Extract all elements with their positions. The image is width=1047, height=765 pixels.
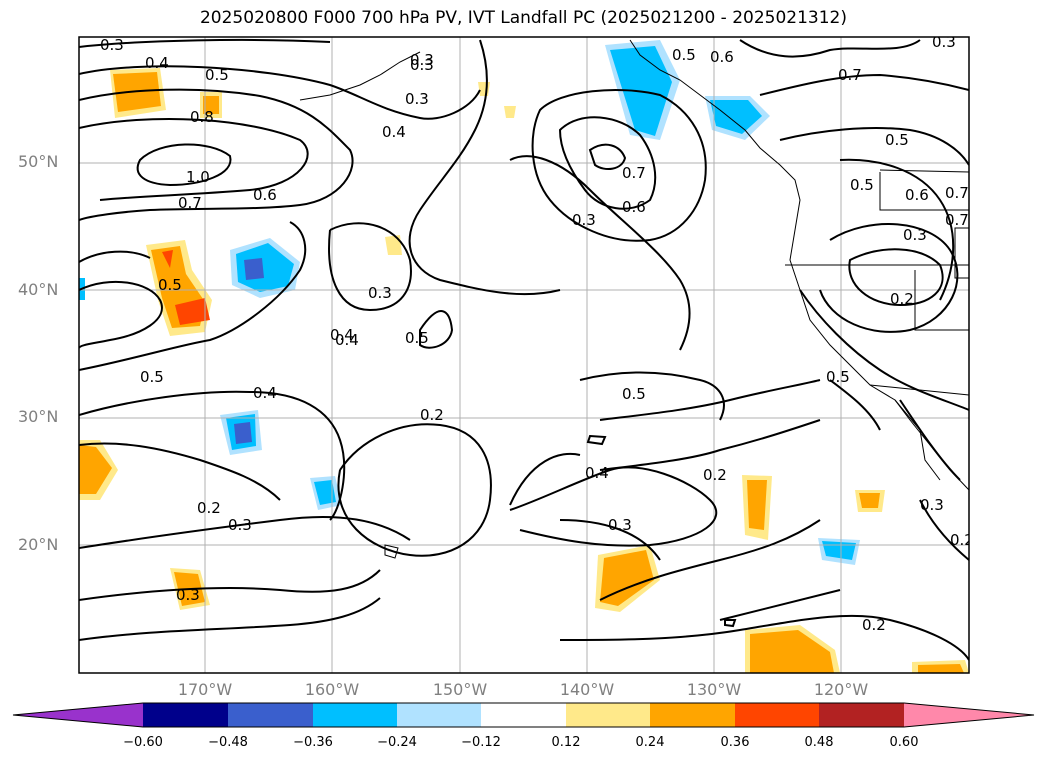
contour-label: 0.3 <box>405 90 429 108</box>
colorbar-tick-label: −0.60 <box>123 735 163 750</box>
lat-tick-label: 50°N <box>18 152 59 171</box>
colorbar-segment <box>566 703 650 727</box>
contour-label: 0.7 <box>178 194 202 212</box>
lon-tick-label: 140°W <box>559 680 615 699</box>
contour-label: 0.5 <box>850 176 874 194</box>
contour-label: 0.4 <box>145 54 169 72</box>
contour-label: 0.4 <box>335 331 359 349</box>
contour-label: 0.3 <box>176 586 200 604</box>
contour-label: 0.6 <box>710 48 734 66</box>
contour-label: 0.3 <box>410 51 434 69</box>
colorbar-segment <box>481 703 566 727</box>
contour-label: 0.3 <box>920 496 944 514</box>
coastlines <box>299 39 969 559</box>
lat-tick-label: 30°N <box>18 407 59 426</box>
colorbar-tick-label: 0.24 <box>635 735 665 750</box>
contour-label: 0.7 <box>838 66 862 84</box>
lon-tick-label: 150°W <box>432 680 488 699</box>
colorbar-tick-label: 0.12 <box>551 735 581 750</box>
map-title: 2025020800 F000 700 hPa PV, IVT Landfall… <box>199 8 847 28</box>
contour-label: 0.3 <box>100 36 124 54</box>
contour-label: 0.2 <box>950 531 974 549</box>
colorbar <box>12 702 1035 728</box>
contour-label: 0.3 <box>608 516 632 534</box>
colorbar-segment <box>819 703 904 727</box>
contour-label: 0.5 <box>885 131 909 149</box>
contour-label: 0.3 <box>368 284 392 302</box>
colorbar-segment <box>735 703 819 727</box>
contour-label: 0.3 <box>903 226 927 244</box>
contour-label: 0.5 <box>672 46 696 64</box>
contour-label: 0.5 <box>622 385 646 403</box>
contour-label: 0.2 <box>890 290 914 308</box>
colorbar-outline <box>12 702 1035 728</box>
colorbar-tick-label: 0.48 <box>804 735 834 750</box>
contour-label: 0.5 <box>405 329 429 347</box>
lat-tick-label: 40°N <box>18 280 59 299</box>
contour-label: 0.5 <box>140 368 164 386</box>
lat-tick-label: 20°N <box>18 535 59 554</box>
contour-label: 0.4 <box>253 384 277 402</box>
contour-label: 0.7 <box>945 211 969 229</box>
contour-label: 0.7 <box>622 164 646 182</box>
contour-label: 0.5 <box>205 66 229 84</box>
contour-label: 1.0 <box>186 168 210 186</box>
contour-label: 0.5 <box>158 276 182 294</box>
contour-label: 0.3 <box>932 33 956 51</box>
colorbar-segment <box>228 703 313 727</box>
lon-tick-label: 160°W <box>304 680 360 699</box>
contour-label: 0.6 <box>905 186 929 204</box>
colorbar-segment <box>650 703 735 727</box>
contour-label: 0.4 <box>382 123 406 141</box>
contour-label: 0.3 <box>572 211 596 229</box>
contour-label: 0.5 <box>826 368 850 386</box>
contour-label: 0.4 <box>330 326 354 344</box>
colorbar-tick-label: −0.24 <box>377 735 417 750</box>
contour-label: 0.4 <box>585 464 609 482</box>
colorbar-segment <box>313 703 397 727</box>
contour-label: 0.2 <box>703 466 727 484</box>
lon-tick-label: 130°W <box>686 680 742 699</box>
colorbar-tick-label: −0.36 <box>293 735 333 750</box>
colorbar-segment <box>13 703 143 727</box>
contour-label: 0.2 <box>197 499 221 517</box>
contour-label: 0.6 <box>622 198 646 216</box>
colorbar-segment <box>143 703 228 727</box>
contour-label: 0.6 <box>253 186 277 204</box>
lon-tick-label: 170°W <box>177 680 233 699</box>
contour-labels: 0.3 0.4 0.5 0.8 1.0 0.7 0.6 0.3 0.4 0.3 … <box>100 33 974 634</box>
lon-tick-label: 120°W <box>813 680 869 699</box>
map-frame <box>78 36 970 674</box>
colorbar-tick-label: 0.36 <box>720 735 750 750</box>
contour-label: 0.3 <box>228 516 252 534</box>
shaded-regions <box>79 40 969 673</box>
contour-label: 0.3 <box>410 56 434 74</box>
map-gridlines <box>79 37 969 673</box>
colorbar-segment <box>397 703 481 727</box>
contour-label: 0.8 <box>190 108 214 126</box>
colorbar-segment <box>904 703 1034 727</box>
colorbar-tick-label: −0.12 <box>461 735 501 750</box>
contour-label: 0.7 <box>945 184 969 202</box>
colorbar-tick-label: 0.60 <box>889 735 919 750</box>
contour-label: 0.2 <box>862 616 886 634</box>
colorbar-tick-label: −0.48 <box>208 735 248 750</box>
pv-contours <box>79 38 969 661</box>
contour-label: 0.2 <box>420 406 444 424</box>
